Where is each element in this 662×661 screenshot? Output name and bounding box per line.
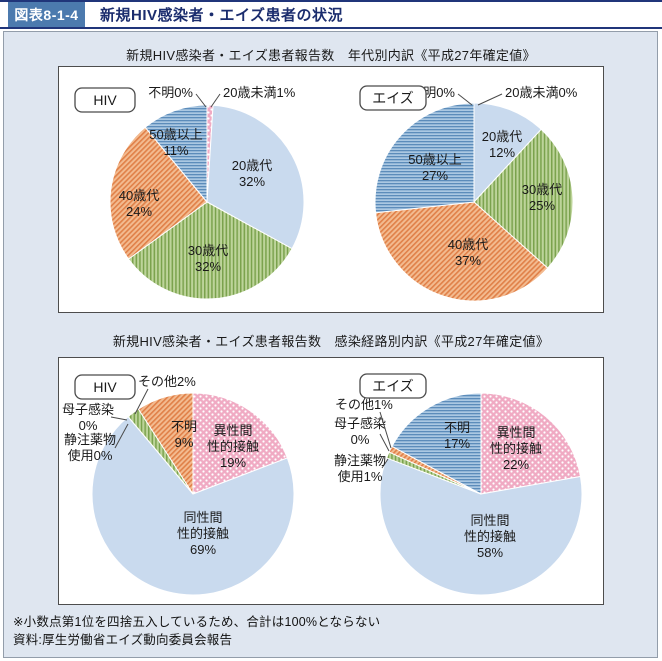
pie-chart-aids-route: 異性間性的接触 22% 同性間性的接触 58% 静注薬物使用1% 母子感染 0% その他1% 不… — [334, 373, 583, 596]
chart-badge-box — [359, 373, 427, 399]
leader-line-その他 — [134, 388, 149, 415]
slice-label-20歳未満: 20歳未満1% — [223, 85, 296, 100]
chart-badge-label: HIV — [93, 92, 117, 108]
leader-line-静注薬物使用 — [114, 423, 129, 449]
slice-label-母子感染: 母子感染 0% — [334, 416, 386, 447]
pie-slice-同性間性的接触 — [379, 457, 583, 596]
figure-header: 図表8-1-4 新規HIV感染者・エイズ患者の状況 — [0, 0, 662, 29]
slice-label-20歳代: 20歳代 32% — [232, 158, 272, 189]
pie-slice-不明 — [391, 392, 482, 495]
pie-slice-30歳代 — [473, 128, 574, 269]
chart-badge-box — [74, 87, 136, 113]
panel-title-route: 新規HIV感染者・エイズ患者報告数 感染経路別内訳《平成27年確定値》 — [112, 334, 550, 349]
pie-slice-40歳代 — [109, 126, 208, 260]
slice-label-同性間性的接触: 同性間性的接触 58% — [464, 513, 516, 560]
slice-label-不明: 不明 9% — [171, 419, 197, 450]
slice-label-その他: その他1% — [335, 397, 393, 412]
figure-title: 新規HIV感染者・エイズ患者の状況 — [100, 7, 344, 24]
slice-label-静注薬物使用: 静注薬物使用0% — [64, 432, 116, 463]
pie-slice-異性間性的接触 — [192, 392, 288, 495]
slice-label-50歳以上: 50歳以上 27% — [408, 152, 461, 183]
leader-line-20歳未満 — [477, 93, 503, 106]
slice-label-30歳代: 30歳代 32% — [188, 243, 228, 274]
chart-badge-box — [359, 85, 427, 111]
leader-line-静注薬物使用 — [381, 458, 389, 469]
panel-title-age: 新規HIV感染者・エイズ患者報告数 年代別内訳《平成27年確定値》 — [126, 48, 536, 63]
pie-chart-aids-age: 20歳未満0%20歳代 12%30歳代 25%40歳代 37%50歳以上 27%不明0%… — [359, 85, 578, 302]
pie-chart-hiv-age: 20歳未満1% 20歳代 32% 30歳代 32% 40歳代 24% 50歳以上 11% 不明0%… — [74, 85, 305, 300]
chart-badge-label: エイズ — [372, 90, 414, 106]
leader-line-母子感染 — [110, 416, 128, 421]
slice-label-30歳代: 30歳代 25% — [522, 182, 562, 213]
slice-label-不明: 不明0% — [148, 85, 193, 100]
pie-slice-同性間性的接触 — [91, 416, 295, 596]
slice-label-異性間性的接触: 異性間性的接触 19% — [207, 423, 259, 470]
leader-line-不明 — [457, 93, 473, 106]
slice-label-40歳代: 40歳代 37% — [448, 237, 488, 268]
slice-label-同性間性的接触: 同性間性的接触 69% — [177, 510, 229, 557]
slice-label-異性間性的接触: 異性間性的接触 22% — [490, 425, 542, 472]
slice-label-静注薬物使用: 静注薬物使用1% — [334, 453, 386, 484]
slice-label-40歳代: 40歳代 24% — [119, 188, 159, 219]
slice-label-50歳以上: 50歳以上 11% — [149, 127, 202, 158]
slice-label-不明: 不明 17% — [444, 420, 470, 451]
leader-line-母子感染 — [379, 433, 390, 452]
slice-label-母子感染: 母子感染 0% — [62, 402, 114, 433]
chart-badge-label: エイズ — [372, 378, 414, 394]
slice-label-20歳代: 20歳代 12% — [482, 129, 522, 160]
pie-chart-hiv-route: 異性間性的接触 19% 同性間性的接触 69% 静注薬物使用0%母子感染 0% その他2% 不… — [62, 374, 295, 596]
footnote-source: 資料:厚生労働省エイズ動向委員会報告 — [13, 633, 233, 647]
pie-slice-40歳代 — [375, 201, 549, 302]
pie-slice-20歳代 — [473, 102, 542, 203]
pie-slice-不明 — [137, 392, 194, 495]
pie-slice-20歳代 — [206, 104, 305, 250]
pie-slice-50歳以上 — [374, 102, 475, 214]
pie-slice-30歳代 — [128, 201, 293, 300]
slice-label-その他: その他2% — [138, 374, 196, 389]
leader-line-20歳未満 — [210, 93, 221, 108]
figure-number-tag: 図表8-1-4 — [8, 2, 85, 27]
slice-label-20歳未満: 20歳未満0% — [505, 85, 578, 100]
chart-badge-label: HIV — [93, 379, 117, 395]
leader-line-その他 — [379, 411, 392, 449]
chart-badge-box — [74, 374, 136, 400]
pie-slice-50歳以上 — [144, 104, 208, 203]
pie-slice-異性間性的接触 — [480, 392, 581, 495]
leader-line-不明 — [195, 93, 207, 108]
footnote-rounding: ※小数点第1位を四捨五入しているため、合計は100%とならない — [13, 615, 381, 629]
